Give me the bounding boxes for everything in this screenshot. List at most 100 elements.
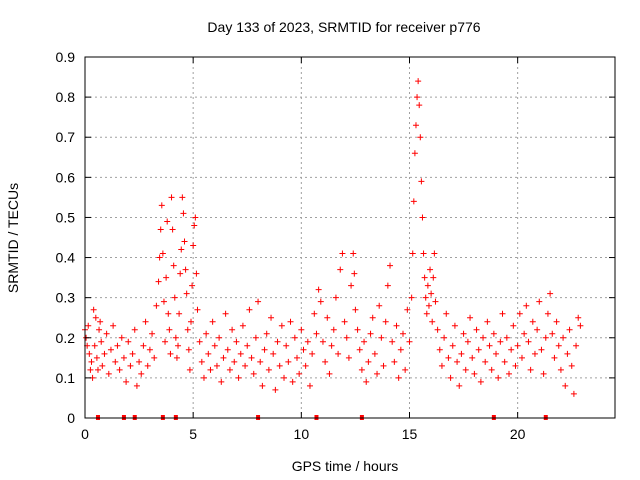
data-point	[85, 322, 92, 329]
data-point	[421, 274, 428, 281]
data-point	[544, 310, 551, 317]
data-point	[387, 262, 394, 269]
data-point	[178, 246, 185, 253]
data-point	[146, 346, 153, 353]
data-point	[348, 282, 355, 289]
data-point	[416, 102, 423, 109]
data-point	[427, 266, 434, 273]
data-point	[98, 338, 105, 345]
data-point	[211, 342, 218, 349]
data-point	[123, 378, 130, 385]
data-point	[265, 366, 272, 373]
data-point	[358, 366, 365, 373]
data-point	[257, 358, 264, 365]
data-point	[371, 350, 378, 357]
data-point	[90, 306, 97, 313]
data-point	[412, 122, 419, 129]
data-point	[291, 334, 298, 341]
data-point	[261, 346, 268, 353]
data-point	[382, 318, 389, 325]
data-point	[142, 318, 149, 325]
data-point	[166, 326, 173, 333]
data-point	[229, 326, 236, 333]
data-point	[395, 374, 402, 381]
data-point	[503, 334, 510, 341]
data-point	[138, 370, 145, 377]
data-point	[218, 378, 225, 385]
x-tick-label: 10	[294, 426, 310, 442]
data-point	[190, 242, 197, 249]
data-point	[369, 314, 376, 321]
data-point	[183, 290, 190, 297]
data-point	[231, 358, 238, 365]
data-point	[415, 78, 422, 85]
x-tick-label: 0	[81, 426, 89, 442]
y-axis: 0 0.1 0.2 0.3 0.4 0.5 0.6 0.7 0.8 0.9	[56, 49, 615, 426]
data-point	[157, 226, 164, 233]
data-point	[239, 322, 246, 329]
data-point	[309, 350, 316, 357]
data-point	[259, 382, 266, 389]
data-point	[484, 318, 491, 325]
data-point	[521, 330, 528, 337]
data-point	[226, 366, 233, 373]
data-point	[341, 318, 348, 325]
data-point	[429, 318, 436, 325]
data-point	[163, 274, 170, 281]
data-point	[480, 334, 487, 341]
data-point	[391, 358, 398, 365]
data-point	[495, 374, 502, 381]
data-point	[153, 302, 160, 309]
x-axis-label: GPS time / hours	[292, 458, 399, 474]
data-point	[270, 350, 277, 357]
data-point	[181, 238, 188, 245]
data-point	[462, 366, 469, 373]
data-point	[471, 370, 478, 377]
data-point	[527, 366, 534, 373]
data-point	[335, 350, 342, 357]
data-point	[324, 314, 331, 321]
data-point	[454, 358, 461, 365]
data-point	[155, 278, 162, 285]
data-point	[367, 330, 374, 337]
data-point	[428, 290, 435, 297]
data-point	[189, 282, 196, 289]
data-point	[86, 350, 93, 357]
data-point	[114, 342, 121, 349]
data-point	[158, 202, 165, 209]
data-point	[311, 310, 318, 317]
data-point	[384, 282, 391, 289]
data-point	[575, 314, 582, 321]
data-point	[168, 194, 175, 201]
data-point	[418, 178, 425, 185]
data-point	[186, 366, 193, 373]
data-point	[514, 342, 521, 349]
data-point	[538, 346, 545, 353]
y-tick-label: 0.1	[56, 370, 76, 386]
data-point	[410, 198, 417, 205]
data-point	[512, 362, 519, 369]
data-point	[209, 318, 216, 325]
data-point	[422, 294, 429, 301]
data-point	[93, 354, 100, 361]
data-point	[361, 338, 368, 345]
data-point	[149, 330, 156, 337]
data-point	[133, 382, 140, 389]
data-point	[350, 250, 357, 257]
data-point	[103, 330, 110, 337]
data-point	[159, 250, 166, 257]
data-point	[317, 298, 324, 305]
data-point	[276, 362, 283, 369]
data-point	[501, 358, 508, 365]
y-tick-label: 0.4	[56, 250, 76, 266]
data-point	[160, 298, 167, 305]
data-point	[378, 334, 385, 341]
data-point	[406, 338, 413, 345]
data-point	[417, 134, 424, 141]
data-point	[411, 150, 418, 157]
data-point	[87, 366, 94, 373]
x-tick-label: 20	[510, 426, 526, 442]
y-tick-label: 0	[67, 410, 75, 426]
data-point	[451, 322, 458, 329]
